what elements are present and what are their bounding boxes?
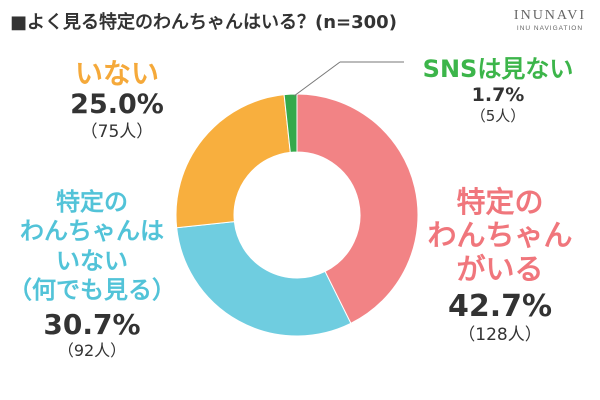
slice-name-any: 特定の わんちゃんは いない （何でも見る） <box>8 188 176 304</box>
slice-label-sns: SNSは見ない 1.7% （5人） <box>408 56 588 125</box>
slice-percent-any: 30.7% <box>43 308 141 342</box>
slice-count-any: （92人） <box>57 341 127 361</box>
donut-slice-any <box>176 221 352 337</box>
slice-label-any: 特定の わんちゃんは いない （何でも見る） 30.7% （92人） <box>2 188 182 360</box>
chart-title: ■よく見る特定のわんちゃんはいる？(n=300) <box>10 12 397 33</box>
slice-count-sns: （5人） <box>470 107 526 126</box>
slice-name-yes: 特定の わんちゃん がいる <box>427 185 573 286</box>
donut-slice-yes <box>296 93 419 325</box>
sns-leader-line <box>293 61 341 97</box>
slice-percent-none: 25.0% <box>70 89 164 121</box>
slice-count-none: （75人） <box>80 121 154 142</box>
slice-percent-yes: 42.7% <box>447 289 553 325</box>
donut-slice-none <box>175 94 291 229</box>
slice-percent-sns: 1.7% <box>471 83 525 106</box>
brand-name: INUNAVI <box>513 8 586 23</box>
brand-logo: INUNAVI INU NAVIGATION <box>514 8 586 32</box>
slice-name-sns: SNSは見ない <box>422 55 574 83</box>
slice-label-none: いない 25.0% （75人） <box>62 58 172 142</box>
donut-slices <box>175 93 419 337</box>
slice-name-none: いない <box>74 57 159 90</box>
slice-label-yes: 特定の わんちゃん がいる 42.7% （128人） <box>420 185 580 345</box>
brand-subtitle: INU NAVIGATION <box>516 25 584 32</box>
donut-slice-sns <box>283 93 298 153</box>
slice-count-yes: （128人） <box>458 324 542 345</box>
